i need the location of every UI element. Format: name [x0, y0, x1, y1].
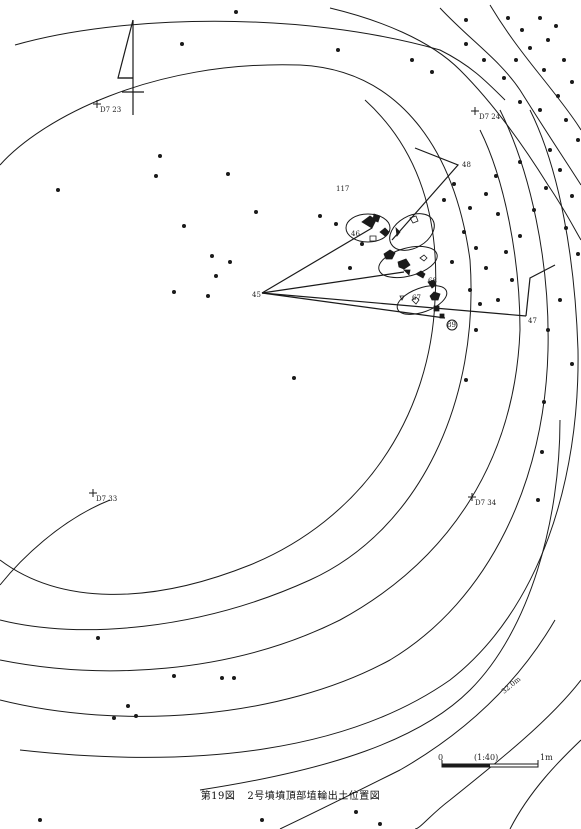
find-label-68: 68 [428, 277, 437, 285]
scale-bar [441, 760, 539, 768]
cluster-center [389, 213, 435, 251]
artifact-clusters [345, 213, 458, 331]
contour-line [0, 499, 111, 586]
find-label-67: 67 [412, 294, 421, 302]
contour-line [0, 129, 521, 672]
scale-end: 1m [540, 753, 553, 762]
contour-line [414, 679, 581, 829]
north-arrow-icon [117, 19, 144, 115]
figure-number: 第19図 [200, 791, 236, 802]
find-label-117: 117 [336, 185, 349, 193]
contour-elevation-label: 32.0m [500, 675, 522, 696]
contour-line [19, 109, 579, 758]
find-label-46: 46 [351, 230, 360, 238]
grid-crosses [89, 100, 479, 501]
cluster-68 [378, 245, 438, 279]
find-label-45: 45 [252, 291, 261, 299]
contour-line [509, 739, 581, 829]
cluster-67 [396, 285, 448, 315]
grid-label-d7-23: D7 23 [100, 106, 121, 114]
grid-cross-d7-23 [93, 100, 101, 108]
contour-line [0, 64, 472, 631]
grid-cross-d7-33 [89, 489, 97, 497]
find-label-47: 47 [528, 317, 537, 325]
contour-line [0, 109, 549, 717]
grid-label-d7-33: D7 33 [96, 495, 117, 503]
figure-caption: 第19図 2号墳墳頂部埴輪出土位置図 [0, 787, 581, 802]
cluster-46 [345, 213, 391, 243]
contour-line [489, 4, 581, 131]
contour-line [279, 619, 556, 829]
find-label-48: 48 [462, 161, 471, 169]
artifact-sherds [361, 213, 445, 319]
grid-label-d7-34: D7 34 [475, 499, 497, 507]
grid-cross-d7-24 [471, 107, 479, 115]
find-label-89: 89 [447, 321, 456, 329]
grid-label-d7-24: D7 24 [479, 113, 501, 121]
contour-line [0, 99, 437, 595]
grid-cross-d7-34 [468, 493, 476, 501]
scale-ratio: (1:40) [474, 753, 498, 762]
cluster-89 [446, 319, 458, 331]
contour-line [14, 20, 506, 101]
contour-line [329, 7, 581, 241]
figure-title: 2号墳墳頂部埴輪出土位置図 [247, 791, 381, 802]
contour-lines [0, 4, 581, 829]
find-dots [38, 10, 580, 826]
scale-zero: 0 [438, 753, 443, 762]
contour-line [199, 419, 561, 791]
contour-line [439, 7, 581, 186]
